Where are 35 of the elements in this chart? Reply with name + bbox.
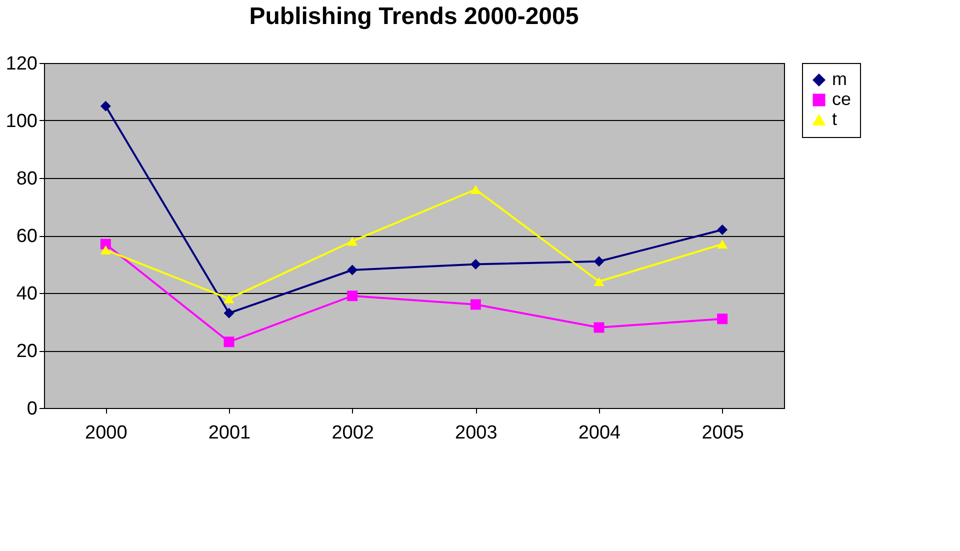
x-tick-label: 2004 (578, 422, 622, 444)
point (594, 322, 604, 333)
point (347, 236, 358, 246)
point (470, 299, 481, 310)
point (224, 308, 234, 318)
y-tick-label: 60 (16, 226, 38, 247)
point (100, 245, 111, 254)
y-tick-label: 0 (26, 398, 38, 420)
point (717, 240, 728, 249)
y-tick-label: 80 (16, 168, 38, 190)
point (100, 238, 111, 250)
point (717, 314, 728, 324)
legend-label: ce (832, 89, 852, 109)
y-tick-label: 100 (6, 111, 38, 132)
point (347, 264, 358, 276)
point (594, 256, 604, 267)
point (100, 100, 111, 112)
point (347, 290, 358, 302)
point (224, 336, 234, 348)
y-tick-label: 120 (6, 54, 38, 74)
legend-label: t (832, 109, 838, 129)
chart-title: Publishing Trends 2000-2005 (249, 3, 579, 30)
x-tick-label: 2003 (455, 422, 498, 444)
x-tick-label: 2002 (332, 422, 374, 444)
point (594, 276, 604, 286)
point (470, 259, 481, 270)
y-tick-label: 40 (16, 284, 38, 304)
x-tick-label: 2005 (702, 422, 744, 444)
y-tick-label: 20 (16, 341, 38, 362)
x-tick-label: 2001 (208, 422, 251, 444)
point (470, 184, 481, 194)
point (224, 294, 234, 304)
legend-label: m (832, 69, 847, 89)
point (717, 224, 728, 235)
x-tick-label: 2000 (85, 422, 128, 444)
